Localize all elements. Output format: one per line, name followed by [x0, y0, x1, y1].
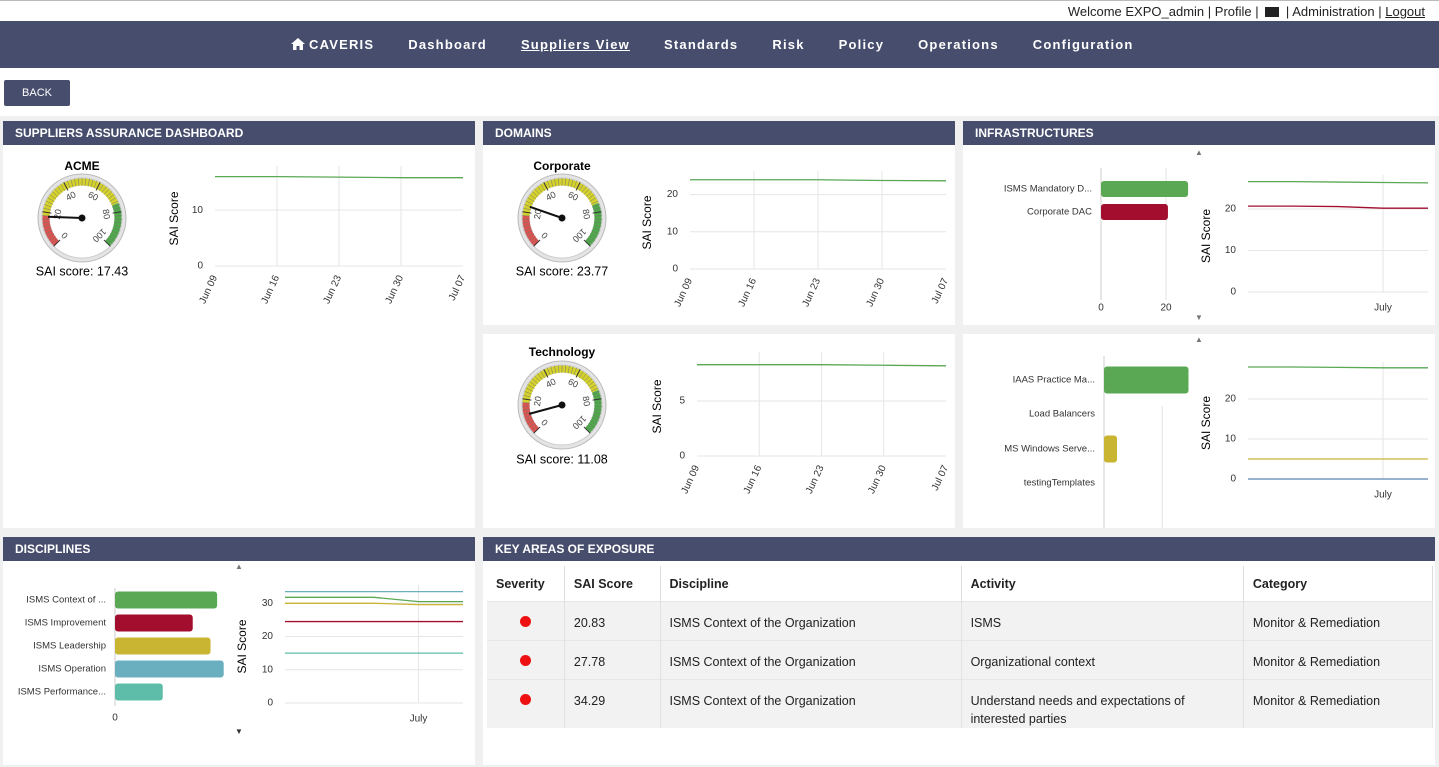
panel-body — [3, 561, 475, 765]
table-row: 20.83 ISMS Context of the Organization ISM… — [487, 601, 1434, 641]
column-header: Activity — [961, 566, 1244, 602]
table-body: 20.83 ISMS Context of the Organization ISM… — [487, 601, 1434, 728]
panel-title: SUPPLIERS ASSURANCE DASHBOARD — [3, 121, 475, 145]
severity-cell — [487, 679, 565, 728]
exposure-table: Severity SAI Score Discipline Activity Categ… — [487, 566, 1434, 728]
table-row: 34.29 ISMS Context of the Organization Und… — [487, 679, 1434, 728]
logout-link[interactable]: Logout — [1385, 4, 1425, 19]
separator: | — [1378, 4, 1382, 19]
column-header: SAI Score — [564, 566, 661, 602]
nav-item[interactable]: Operations — [918, 37, 999, 52]
table-cell: 20.83 — [564, 601, 661, 641]
panel-body — [963, 145, 1435, 325]
infrastructures-panel: INFRASTRUCTURES — [963, 121, 1435, 528]
table-cell: ISMS Context of the Organization — [660, 679, 962, 728]
panel-title: DISCIPLINES — [3, 537, 475, 561]
column-header: Discipline — [660, 566, 962, 602]
top-bar: Welcome EXPO_admin | Profile | | Adminis… — [0, 0, 1439, 21]
severity-dot — [519, 616, 531, 627]
nav-items: CAVERIS Dashboard Suppliers View Standards… — [291, 37, 1134, 52]
mail-icon[interactable] — [1265, 7, 1280, 17]
domains-panel: DOMAINS — [483, 121, 955, 528]
back-button[interactable]: BACK — [4, 80, 70, 106]
nav-item[interactable]: Configuration — [1032, 37, 1134, 52]
user-links: Welcome EXPO_admin | Profile | | Adminis… — [1068, 4, 1425, 19]
panel-title: DOMAINS — [483, 121, 955, 145]
nav-item[interactable]: Suppliers View — [520, 37, 630, 52]
nav-item[interactable]: Policy — [838, 37, 885, 52]
severity-dot — [519, 694, 531, 705]
table-cell: 27.78 — [564, 640, 661, 680]
panel-title: KEY AREAS OF EXPOSURE — [483, 537, 1435, 561]
scroll-down[interactable]: ▼ — [235, 727, 243, 736]
table-cell: Monitor & Remediation — [1243, 640, 1434, 680]
separator: | — [1207, 4, 1212, 19]
table-cell: Organizational context — [961, 640, 1244, 680]
disciplines-panel: DISCIPLINES — [3, 537, 475, 765]
table-cell: Monitor & Remediation — [1243, 601, 1434, 641]
table-cell: Monitor & Remediation — [1243, 679, 1434, 728]
column-header: Severity — [487, 566, 565, 602]
separator: | — [1285, 4, 1290, 19]
severity-cell — [487, 601, 565, 641]
brand-text: CAVERIS — [309, 37, 375, 52]
table-row: 27.78 ISMS Context of the Organization Org… — [487, 640, 1434, 680]
separator: | — [1255, 4, 1259, 19]
scroll-up[interactable]: ▲ — [235, 562, 243, 571]
severity-dot — [519, 655, 531, 666]
home-icon — [291, 38, 305, 50]
column-header: Category — [1243, 566, 1434, 602]
scroll-down[interactable]: ▼ — [1195, 313, 1203, 322]
header-row: Severity SAI Score Discipline Activity Categ… — [487, 566, 1434, 602]
table-cell: Understand needs and expectations of int… — [961, 679, 1244, 728]
table-cell: ISMS Context of the Organization — [660, 601, 962, 641]
suppliers-panel: SUPPLIERS ASSURANCE DASHBOARD — [3, 121, 475, 528]
profile-link[interactable]: Profile — [1214, 4, 1252, 19]
scroll-up[interactable]: ▲ — [1195, 335, 1203, 344]
nav-bar: CAVERIS Dashboard Suppliers View Standards… — [0, 21, 1439, 68]
nav-item[interactable]: Standards — [663, 37, 739, 52]
table-cell: ISMS Context of the Organization — [660, 640, 962, 680]
panel-title: INFRASTRUCTURES — [963, 121, 1435, 145]
brand[interactable]: CAVERIS — [291, 37, 374, 52]
panel-body — [483, 145, 955, 325]
panel-body — [963, 334, 1435, 528]
nav-item[interactable]: Dashboard — [408, 37, 487, 52]
administration-link[interactable]: Administration — [1292, 4, 1375, 19]
welcome: Welcome EXPO_admin — [1067, 4, 1205, 19]
table-cell: 34.29 — [564, 679, 661, 728]
panel-body — [3, 145, 475, 528]
scroll-up[interactable]: ▲ — [1195, 148, 1203, 157]
table-cell: ISMS — [961, 601, 1244, 641]
nav-item[interactable]: Risk — [772, 37, 805, 52]
severity-cell — [487, 640, 565, 680]
panel-body — [483, 334, 955, 528]
